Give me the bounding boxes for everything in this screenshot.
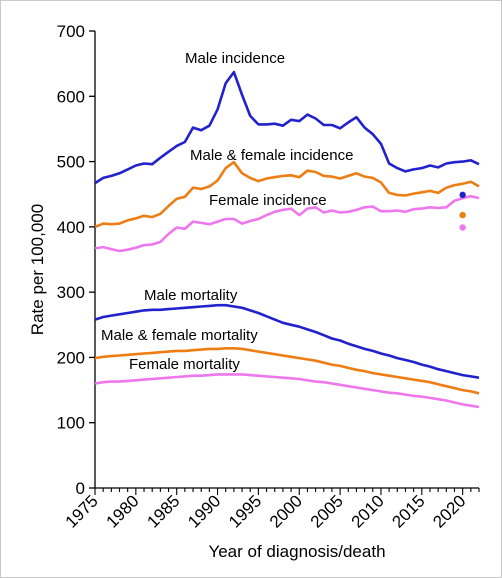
series-label-male-incidence: Male incidence bbox=[185, 50, 285, 67]
y-tick-label: 200 bbox=[57, 348, 85, 367]
series-label-male-mortality: Male mortality bbox=[144, 287, 238, 304]
y-tick-label: 400 bbox=[57, 218, 85, 237]
x-tick-label: 1990 bbox=[184, 491, 224, 531]
x-tick-label: 1975 bbox=[62, 491, 102, 531]
y-tick-label: 700 bbox=[57, 22, 85, 41]
series-line-male-and-female-incidence bbox=[94, 160, 480, 229]
y-axis-title: Rate per 100,000 bbox=[28, 204, 47, 335]
x-tick-label: 2005 bbox=[307, 491, 347, 531]
series-line-male-and-female-mortality bbox=[94, 346, 480, 395]
x-tick-label: 1985 bbox=[143, 491, 183, 531]
series-label-male-and-female-mortality: Male & female mortality bbox=[101, 327, 258, 344]
y-tick-label: 300 bbox=[57, 283, 85, 302]
annotation-point bbox=[459, 224, 466, 231]
x-tick-label: 1995 bbox=[225, 491, 265, 531]
y-tick-label: 0 bbox=[76, 479, 85, 498]
annotation-point bbox=[459, 211, 466, 219]
series-line-male-mortality bbox=[94, 303, 480, 379]
series-label-female-mortality: Female mortality bbox=[129, 356, 240, 373]
x-tick-label: 1980 bbox=[102, 491, 142, 531]
x-tick-label: 2000 bbox=[266, 491, 306, 531]
y-tick-label: 100 bbox=[57, 414, 85, 433]
x-tick-label: 2015 bbox=[388, 491, 428, 531]
series-label-female-incidence: Female incidence bbox=[209, 192, 327, 209]
x-axis-title: Year of diagnosis/death bbox=[208, 542, 385, 561]
series-line-female-incidence bbox=[94, 194, 480, 253]
x-tick-label: 2020 bbox=[429, 491, 469, 531]
y-tick-label: 500 bbox=[57, 153, 85, 172]
series-line-female-mortality bbox=[94, 373, 480, 409]
series-label-male-and-female-incidence: Male & female incidence bbox=[190, 147, 353, 164]
y-tick-label: 600 bbox=[57, 87, 85, 106]
x-tick-label: 2010 bbox=[348, 491, 388, 531]
series-line-male-incidence bbox=[94, 70, 480, 185]
annotation-point bbox=[459, 191, 466, 199]
